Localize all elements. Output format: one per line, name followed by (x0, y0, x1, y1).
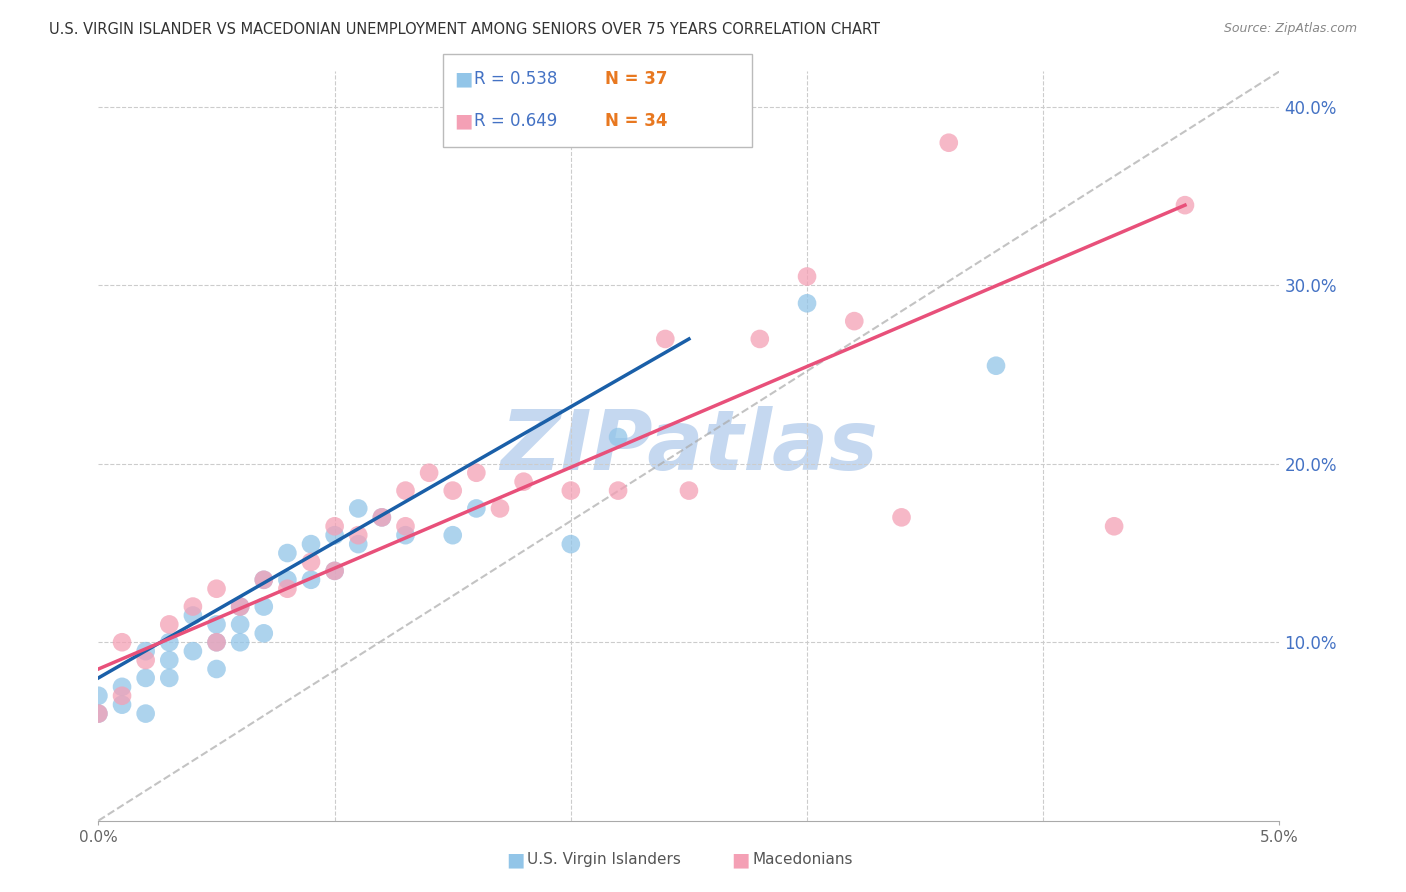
Point (157, 617, 180, 632)
Point (844, 314, 866, 328)
Point (87, 689, 110, 703)
Point (748, 332, 770, 346)
Point (678, 483, 700, 498)
Point (465, 466, 488, 480)
Point (111, 698, 134, 712)
Point (299, 537, 322, 551)
Point (181, 644, 204, 658)
Point (111, 689, 134, 703)
Point (394, 483, 416, 498)
Text: ■: ■ (454, 70, 472, 88)
Point (394, 519, 416, 533)
Point (87, 706, 110, 721)
Point (229, 635, 252, 649)
Point (984, 359, 1007, 373)
Point (276, 573, 298, 587)
Point (654, 332, 676, 346)
Point (607, 430, 630, 444)
Point (135, 644, 157, 658)
Point (229, 617, 252, 632)
Text: ZIPatlas: ZIPatlas (501, 406, 877, 486)
Point (205, 582, 228, 596)
Point (181, 599, 204, 614)
Point (253, 626, 276, 640)
Text: U.S. Virgin Islanders: U.S. Virgin Islanders (527, 852, 681, 867)
Text: R = 0.538: R = 0.538 (474, 70, 557, 87)
Text: U.S. VIRGIN ISLANDER VS MACEDONIAN UNEMPLOYMENT AMONG SENIORS OVER 75 YEARS CORR: U.S. VIRGIN ISLANDER VS MACEDONIAN UNEMP… (49, 22, 880, 37)
Point (253, 599, 276, 614)
Point (253, 573, 276, 587)
Point (87, 706, 110, 721)
Point (347, 537, 370, 551)
Point (796, 269, 818, 284)
Point (938, 136, 960, 150)
Point (205, 617, 228, 632)
Point (323, 564, 346, 578)
Point (157, 653, 180, 667)
Point (276, 546, 298, 560)
Point (418, 466, 440, 480)
Point (205, 662, 228, 676)
Text: ■: ■ (454, 112, 472, 130)
Point (441, 483, 464, 498)
Point (276, 582, 298, 596)
Point (299, 573, 322, 587)
Point (323, 519, 346, 533)
Text: ■: ■ (731, 851, 749, 870)
Point (512, 475, 534, 489)
Point (181, 608, 204, 623)
Point (1102, 519, 1125, 533)
Point (135, 653, 157, 667)
Point (323, 528, 346, 542)
Point (111, 635, 134, 649)
Point (205, 635, 228, 649)
Point (1174, 198, 1197, 212)
Point (560, 483, 582, 498)
Text: ■: ■ (506, 851, 524, 870)
Point (796, 296, 818, 310)
Point (205, 635, 228, 649)
Point (253, 573, 276, 587)
Point (229, 599, 252, 614)
Point (135, 671, 157, 685)
Point (560, 537, 582, 551)
Text: Source: ZipAtlas.com: Source: ZipAtlas.com (1223, 22, 1357, 36)
Point (323, 564, 346, 578)
Point (157, 671, 180, 685)
Point (465, 501, 488, 516)
Point (371, 510, 394, 524)
Point (347, 528, 370, 542)
Point (371, 510, 394, 524)
Text: N = 34: N = 34 (605, 112, 666, 129)
Point (347, 501, 370, 516)
Point (299, 555, 322, 569)
Text: R = 0.649: R = 0.649 (474, 112, 557, 129)
Point (394, 528, 416, 542)
Point (441, 528, 464, 542)
Point (890, 510, 912, 524)
Text: N = 37: N = 37 (605, 70, 666, 87)
Point (229, 599, 252, 614)
Point (135, 706, 157, 721)
Point (489, 501, 512, 516)
Point (607, 483, 630, 498)
Point (157, 635, 180, 649)
Text: Macedonians: Macedonians (752, 852, 852, 867)
Point (111, 680, 134, 694)
